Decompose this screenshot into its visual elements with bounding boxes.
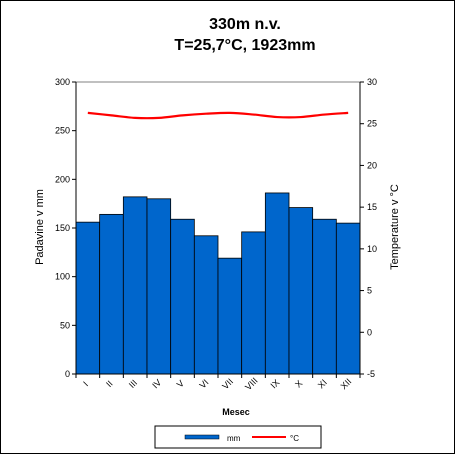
right-tick-label: 5 — [367, 286, 372, 296]
left-tick-label: 200 — [55, 174, 70, 184]
bar-VII — [217, 257, 243, 375]
x-tick-label-V: V — [175, 378, 186, 389]
left-tick-label: 100 — [55, 272, 70, 282]
legend-line-label: °C — [290, 434, 299, 443]
right-tick-label: 10 — [367, 244, 377, 254]
bar-XI — [312, 218, 337, 375]
bar-III — [122, 196, 148, 375]
left-tick-label: 0 — [65, 369, 70, 379]
right-tick-label: 30 — [367, 77, 377, 87]
x-tick-label-X: X — [293, 378, 304, 389]
legend-box — [154, 425, 322, 449]
chart-title-line-1: 330m n.v. — [209, 16, 281, 33]
left-tick-label: 150 — [55, 223, 70, 233]
chart-title-line-2: T=25,7°C, 1923mm — [174, 37, 315, 54]
bar-X — [288, 207, 314, 375]
bar-XII — [335, 222, 361, 375]
x-tick-label-IX: IX — [268, 377, 281, 390]
x-tick-label-I: I — [81, 379, 90, 388]
x-tick-label-VIII: VIII — [243, 376, 260, 393]
bar-V — [170, 218, 195, 375]
x-tick-label-III: III — [127, 378, 139, 390]
x-tick-label-XII: XII — [339, 376, 354, 391]
left-tick-label: 250 — [55, 126, 70, 136]
bar-VIII — [241, 231, 266, 375]
left-tick-label: 300 — [55, 77, 70, 87]
left-axis-label: Padavine v mm — [34, 189, 46, 265]
legend-bar-swatch — [184, 434, 220, 440]
x-axis-label: Mesec — [222, 407, 250, 417]
right-tick-label: 25 — [367, 119, 377, 129]
right-tick-label: 15 — [367, 202, 377, 212]
legend-bar-label: mm — [227, 434, 241, 443]
x-tick-label-IV: IV — [150, 377, 163, 390]
legend: mm °C — [154, 425, 322, 449]
bar-VI — [193, 235, 219, 375]
temperature-series-line — [87, 111, 349, 120]
x-tick-label-VII: VII — [220, 376, 235, 391]
x-tick-label-VI: VI — [197, 377, 210, 390]
bar-II — [99, 213, 124, 375]
x-tick-label-II: II — [104, 379, 115, 390]
bar-IX — [264, 192, 290, 375]
bar-I — [75, 221, 101, 375]
temperature-line — [87, 111, 349, 120]
right-axis-label: Temperature v °C — [389, 184, 401, 270]
x-tick-label-XI: XI — [316, 377, 329, 390]
right-tick-label: 20 — [367, 160, 377, 170]
precipitation-bars — [75, 192, 361, 375]
bar-IV — [146, 198, 172, 375]
right-tick-label: -5 — [367, 369, 375, 379]
right-tick-label: 0 — [367, 327, 372, 337]
left-tick-label: 50 — [60, 320, 70, 330]
